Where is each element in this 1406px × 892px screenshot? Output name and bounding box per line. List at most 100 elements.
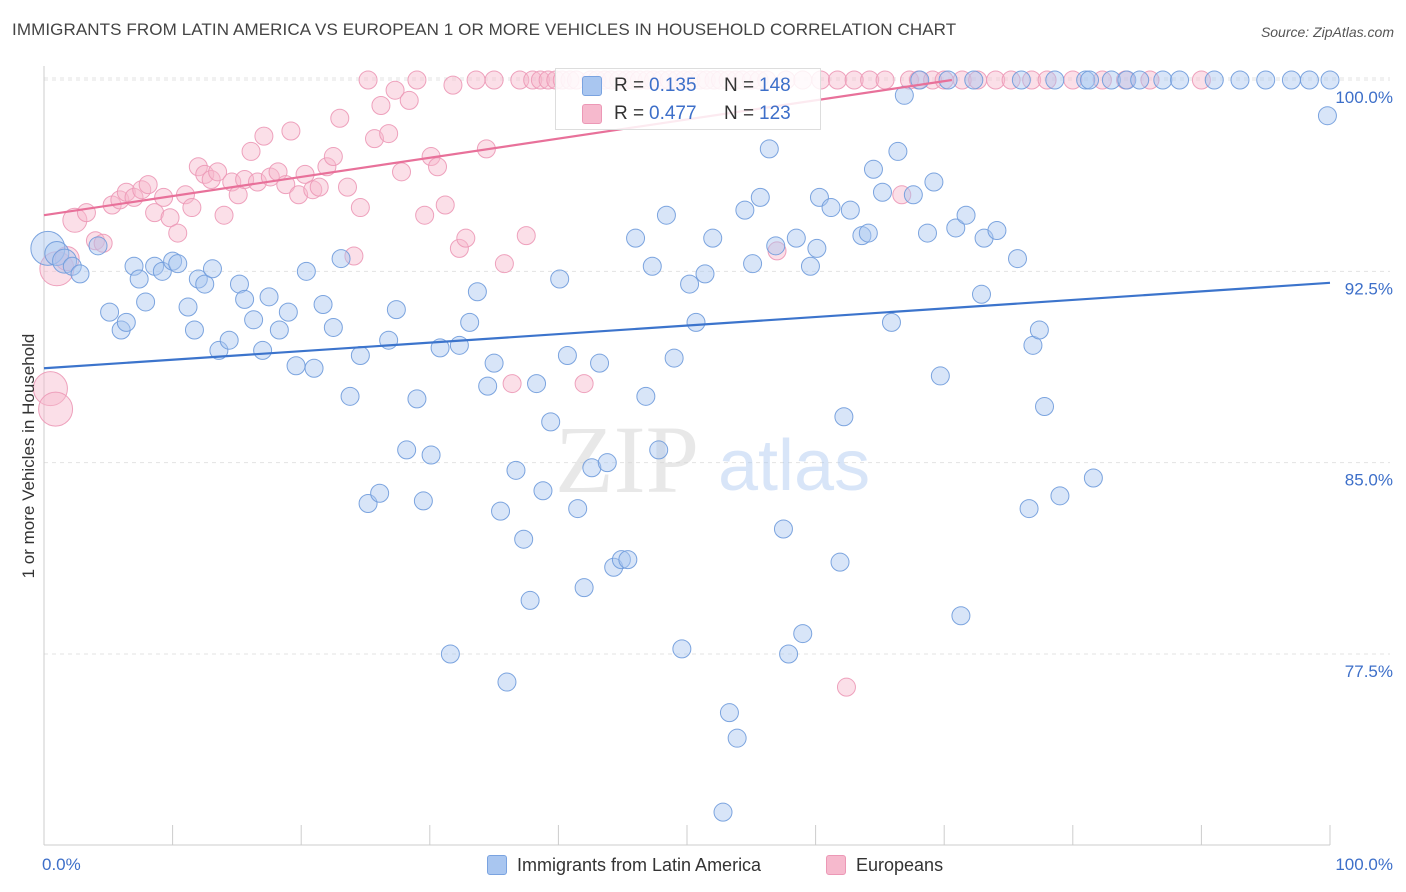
latin-america-point — [152, 261, 172, 281]
latin-america-point — [269, 320, 289, 340]
latin-america-point — [62, 256, 82, 276]
latin-america-point — [987, 221, 1007, 241]
europeans-point — [407, 70, 427, 90]
latin-america-point — [129, 269, 149, 289]
latin-america-point — [951, 606, 971, 626]
latin-america-point — [946, 218, 966, 238]
latin-america-point — [136, 292, 156, 312]
latin-america-point — [550, 269, 570, 289]
latin-america-point — [460, 312, 480, 332]
latin-america-point — [971, 284, 991, 304]
watermark-zip: ZIP — [555, 406, 699, 513]
latin-america-point — [590, 353, 610, 373]
latin-america-point — [304, 358, 324, 378]
latin-america-point — [821, 198, 841, 218]
y-tick-label: 77.5% — [1345, 662, 1393, 681]
latin-america-point — [491, 501, 511, 521]
stats-legend: R = 0.135 N = 148 R = 0.477 N = 123 — [555, 68, 821, 130]
legend-item-europeans[interactable]: Europeans — [826, 852, 943, 878]
europeans-point — [358, 70, 378, 90]
europeans-point — [188, 157, 208, 177]
latin-america-point — [1320, 70, 1340, 90]
latin-america-point — [1019, 499, 1039, 519]
latin-america-point — [124, 256, 144, 276]
latin-america-point — [478, 376, 498, 396]
europeans-point — [289, 185, 309, 205]
latin-america-point — [484, 353, 504, 373]
latin-america-point — [1045, 70, 1065, 90]
europeans-point — [827, 70, 847, 90]
europeans-point — [330, 108, 350, 128]
latin-america-point — [1299, 70, 1319, 90]
latin-america-point — [259, 287, 279, 307]
europeans-point — [76, 203, 96, 223]
europeans-point — [208, 162, 228, 182]
europeans-point — [399, 90, 419, 110]
europeans-point — [241, 141, 261, 161]
latin-america-point — [506, 460, 526, 480]
europeans-point — [860, 70, 880, 90]
latin-america-point — [533, 481, 553, 501]
europeans-point — [32, 371, 68, 407]
latin-america-point — [229, 274, 249, 294]
europeans-point — [168, 223, 188, 243]
latin-america-point — [527, 374, 547, 394]
latin-america-point — [1050, 486, 1070, 506]
series-legend: Immigrants from Latin America Europeans — [0, 852, 1406, 878]
latin-america-point — [323, 317, 343, 337]
latin-america-point — [766, 236, 786, 256]
latin-america-point — [903, 185, 923, 205]
latin-america-point — [541, 412, 561, 432]
europeans-point — [502, 374, 522, 394]
x-tick-label: 100.0% — [1335, 855, 1393, 874]
latin-america-point — [840, 200, 860, 220]
latin-america-point — [331, 249, 351, 269]
europeans-point — [62, 207, 88, 233]
r-label: R = — [614, 103, 645, 124]
latin-america-point — [773, 519, 793, 539]
r-value: 0.135 — [649, 75, 697, 96]
latin-america-point — [924, 172, 944, 192]
watermark: ZIP atlas — [555, 406, 870, 513]
europeans-point — [1022, 70, 1042, 90]
latin-america-point — [1080, 70, 1100, 90]
latin-america-point — [858, 223, 878, 243]
latin-america-point — [830, 552, 850, 572]
latin-america-point — [195, 274, 215, 294]
europeans-point — [371, 96, 391, 116]
latin-america-point — [956, 205, 976, 225]
europeans-point — [281, 121, 301, 141]
latin-america-point — [440, 644, 460, 664]
legend-item-latin-america[interactable]: Immigrants from Latin America — [487, 852, 761, 878]
latin-america-point — [407, 389, 427, 409]
europeans-point — [494, 254, 514, 274]
latin-america-point — [568, 499, 588, 519]
europeans-point — [317, 157, 337, 177]
latin-america-point — [370, 483, 390, 503]
legend-label: Europeans — [856, 854, 944, 875]
europeans-point — [38, 391, 74, 427]
europeans-point — [875, 70, 895, 90]
latin-america-point — [727, 728, 747, 748]
latin-america-point — [163, 251, 183, 271]
latin-america-point — [1153, 70, 1173, 90]
latin-america-point — [664, 348, 684, 368]
latin-america-point — [807, 238, 827, 258]
latin-america-point — [30, 230, 66, 266]
latin-america-point — [1130, 70, 1150, 90]
europeans-point — [365, 129, 385, 149]
latin-america-point — [626, 228, 646, 248]
latin-america-point — [1008, 249, 1028, 269]
stats-row-latin-america: R = 0.135 N = 148 — [556, 71, 822, 101]
latin-america-point — [296, 261, 316, 281]
europeans-point — [93, 233, 113, 253]
europeans-point — [160, 208, 180, 228]
latin-america-point — [209, 340, 229, 360]
europeans-point — [182, 198, 202, 218]
latin-america-point — [1083, 468, 1103, 488]
latin-america-point — [582, 458, 602, 478]
latin-america-point — [449, 335, 469, 355]
latin-america-point — [1011, 70, 1031, 90]
latin-america-point — [695, 264, 715, 284]
gridlines — [44, 77, 1390, 655]
